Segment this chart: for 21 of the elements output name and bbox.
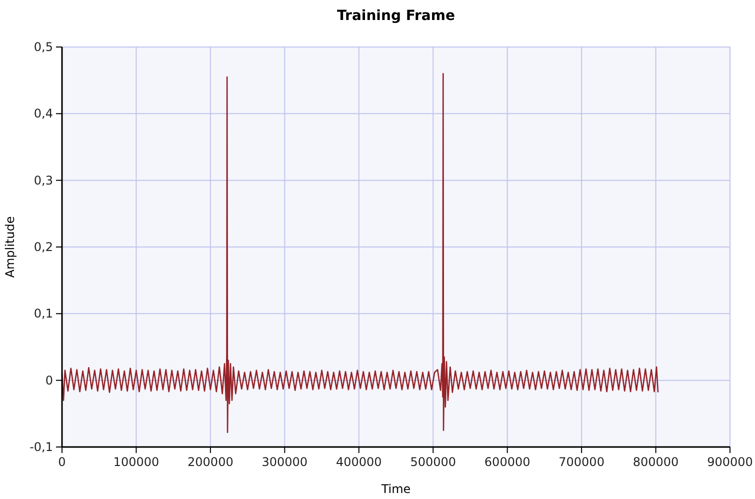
x-tick-label: 400000: [336, 455, 382, 469]
x-tick-label: 800000: [632, 455, 679, 469]
x-tick-label: 600000: [484, 455, 530, 469]
x-tick-label: 500000: [410, 455, 456, 469]
y-tick-label: 0,3: [34, 173, 53, 188]
x-axis-title: Time: [380, 482, 411, 496]
y-tick-label: -0,1: [30, 440, 53, 454]
x-tick-label: 300000: [262, 455, 308, 469]
x-tick-label: 200000: [188, 455, 234, 469]
y-tick-label: 0,4: [34, 106, 53, 121]
y-axis-title: Amplitude: [3, 216, 17, 278]
y-tick-label: 0: [45, 373, 53, 388]
x-tick-label: 0: [58, 455, 66, 469]
x-tick-label: 900000: [707, 455, 753, 469]
y-tick-label: 0,5: [34, 40, 53, 54]
x-tick-label: 100000: [113, 455, 160, 469]
y-tick-label: 0,1: [34, 306, 53, 321]
x-tick-label: 700000: [558, 455, 604, 469]
y-tick-label: 0,2: [34, 240, 53, 254]
chart-title: Training Frame: [337, 8, 455, 24]
line-series: [61, 73, 659, 433]
